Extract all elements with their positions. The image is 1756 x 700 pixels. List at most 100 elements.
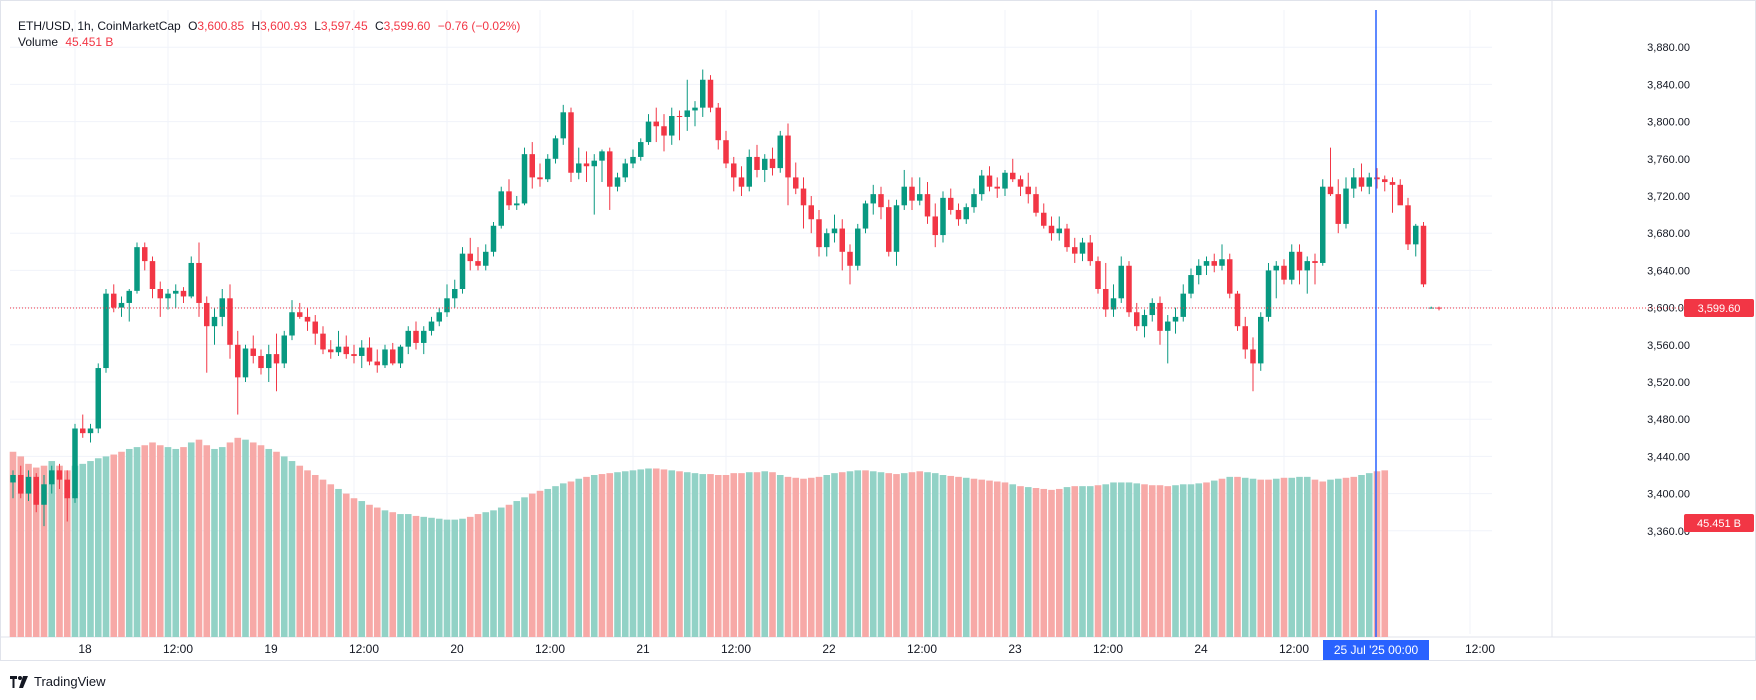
candle-body[interactable]	[1234, 293, 1241, 327]
candle-body[interactable]	[359, 347, 365, 356]
candle-body[interactable]	[328, 349, 334, 353]
candle-body[interactable]	[250, 348, 257, 356]
candle-body[interactable]	[521, 154, 528, 204]
candle-body[interactable]	[281, 335, 288, 364]
candle-body[interactable]	[684, 110, 691, 117]
candle-body[interactable]	[738, 177, 745, 187]
candle-body[interactable]	[917, 194, 923, 201]
candle-body[interactable]	[397, 346, 404, 364]
candle-body[interactable]	[452, 289, 458, 299]
candle-body[interactable]	[173, 290, 179, 294]
candle-body[interactable]	[366, 347, 373, 362]
candle-body[interactable]	[1358, 177, 1365, 187]
candle-body[interactable]	[1180, 293, 1187, 317]
candle-body[interactable]	[816, 219, 822, 248]
candle-body[interactable]	[196, 262, 202, 303]
candle-body[interactable]	[1436, 307, 1442, 309]
candle-body[interactable]	[390, 349, 396, 364]
candle-body[interactable]	[335, 346, 342, 353]
candle-body[interactable]	[1420, 225, 1427, 285]
candle-body[interactable]	[560, 112, 567, 139]
tradingview-brand[interactable]: TradingView	[10, 674, 106, 689]
candle-body[interactable]	[669, 116, 675, 136]
candle-body[interactable]	[1095, 261, 1101, 289]
candle-body[interactable]	[1250, 349, 1256, 364]
candle-body[interactable]	[893, 205, 900, 252]
candle-body[interactable]	[157, 289, 164, 299]
candle-body[interactable]	[1312, 261, 1318, 263]
candle-body[interactable]	[777, 135, 784, 169]
candle-body[interactable]	[266, 354, 272, 369]
candle-body[interactable]	[940, 197, 946, 236]
candle-body[interactable]	[1134, 312, 1140, 327]
candle-body[interactable]	[855, 228, 861, 266]
candle-body[interactable]	[490, 225, 497, 252]
candle-body[interactable]	[421, 330, 427, 343]
candle-body[interactable]	[126, 290, 133, 303]
candle-body[interactable]	[1327, 186, 1334, 195]
candle-body[interactable]	[436, 312, 443, 322]
candle-body[interactable]	[700, 79, 706, 108]
candle-body[interactable]	[1010, 172, 1016, 180]
candle-body[interactable]	[211, 316, 218, 327]
candle-body[interactable]	[41, 484, 47, 505]
candle-body[interactable]	[924, 194, 931, 217]
candle-body[interactable]	[1389, 182, 1396, 185]
candle-body[interactable]	[1273, 265, 1280, 271]
candle-body[interactable]	[118, 302, 125, 308]
candle-body[interactable]	[1397, 184, 1404, 206]
candle-body[interactable]	[537, 177, 543, 180]
candle-body[interactable]	[932, 216, 939, 236]
candle-body[interactable]	[901, 186, 908, 206]
candle-body[interactable]	[909, 186, 915, 201]
candle-body[interactable]	[64, 479, 71, 499]
candle-body[interactable]	[1343, 188, 1349, 224]
candle-body[interactable]	[134, 247, 140, 291]
candle-body[interactable]	[1203, 261, 1210, 266]
candle-body[interactable]	[994, 186, 1001, 189]
candle-body[interactable]	[428, 321, 435, 331]
candle-body[interactable]	[1219, 259, 1225, 266]
candle-body[interactable]	[1056, 228, 1063, 234]
candle-body[interactable]	[1351, 177, 1357, 189]
candle-body[interactable]	[1304, 261, 1311, 271]
candle-body[interactable]	[1041, 212, 1047, 226]
candle-body[interactable]	[1265, 270, 1272, 317]
candle-body[interactable]	[1048, 225, 1055, 234]
candle-body[interactable]	[1413, 225, 1419, 245]
candle-body[interactable]	[111, 293, 117, 308]
candle-body[interactable]	[374, 361, 381, 366]
candle-body[interactable]	[1227, 259, 1233, 294]
candle-body[interactable]	[607, 151, 613, 187]
candle-body[interactable]	[715, 107, 722, 141]
candle-body[interactable]	[498, 191, 505, 226]
candle-body[interactable]	[1079, 242, 1086, 254]
candle-body[interactable]	[878, 194, 884, 208]
candle-body[interactable]	[103, 293, 109, 369]
candle-body[interactable]	[219, 298, 226, 317]
candle-body[interactable]	[297, 312, 303, 317]
candle-body[interactable]	[731, 163, 737, 178]
candle-body[interactable]	[1033, 194, 1039, 213]
candle-body[interactable]	[862, 203, 869, 229]
candle-body[interactable]	[653, 121, 660, 127]
candle-body[interactable]	[467, 253, 474, 262]
candle-body[interactable]	[405, 330, 412, 347]
candle-body[interactable]	[95, 368, 102, 429]
candle-body[interactable]	[676, 116, 683, 118]
candle-body[interactable]	[1072, 247, 1078, 254]
candle-body[interactable]	[963, 207, 970, 220]
candle-body[interactable]	[568, 112, 574, 173]
candle-body[interactable]	[808, 205, 815, 220]
candle-body[interactable]	[762, 158, 768, 170]
candle-body[interactable]	[785, 135, 791, 178]
candle-body[interactable]	[351, 354, 357, 356]
candle-body[interactable]	[320, 333, 326, 350]
candle-body[interactable]	[1428, 307, 1435, 309]
candle-body[interactable]	[661, 126, 667, 136]
candle-body[interactable]	[459, 253, 466, 289]
candle-body[interactable]	[800, 188, 807, 206]
candle-body[interactable]	[382, 349, 388, 366]
candle-body[interactable]	[1110, 298, 1117, 310]
